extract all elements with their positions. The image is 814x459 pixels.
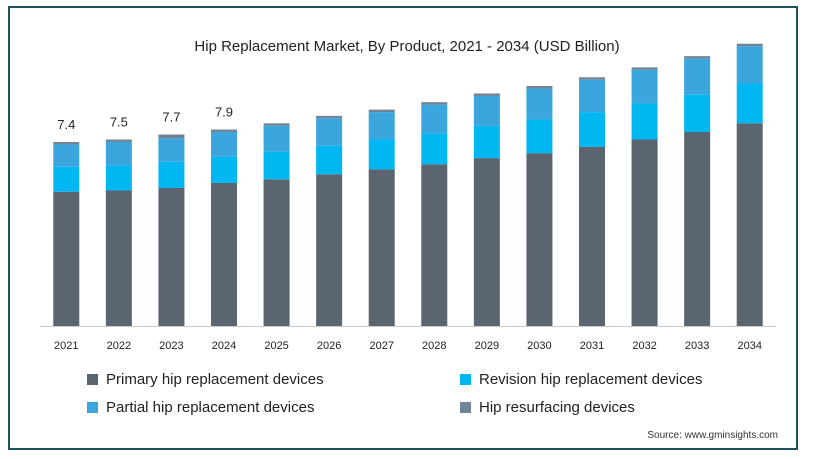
legend-swatch xyxy=(460,402,471,413)
bar-segment-3 xyxy=(579,77,605,80)
bar-segment-2 xyxy=(211,132,237,157)
bar-segment-2 xyxy=(105,141,132,166)
legend-label: Revision hip replacement devices xyxy=(479,371,703,388)
bar-segment-1 xyxy=(579,112,605,147)
legend-swatch xyxy=(87,402,98,413)
bar-segment-1 xyxy=(263,151,290,180)
legend-item-primary: Primary hip replacement devices xyxy=(87,371,324,388)
data-label: 7.9 xyxy=(215,105,233,120)
source-note: Source: www.gminsights.com xyxy=(647,430,778,441)
bar-segment-2 xyxy=(158,138,185,162)
bar-segment-3 xyxy=(211,129,237,133)
data-label: 7.5 xyxy=(110,114,128,129)
bar-segment-0 xyxy=(105,190,132,326)
bar-segment-0 xyxy=(211,183,237,326)
data-label: 7.4 xyxy=(57,117,75,132)
bar-segment-3 xyxy=(421,102,448,105)
bar-segment-0 xyxy=(53,191,80,326)
bar-segment-1 xyxy=(684,94,711,133)
bar-segment-3 xyxy=(473,93,500,96)
bar-segment-0 xyxy=(579,146,605,326)
bar-segment-3 xyxy=(368,109,395,113)
bar-segment-1 xyxy=(158,161,185,188)
legend-label: Primary hip replacement devices xyxy=(106,371,324,388)
x-tick-label: 2034 xyxy=(737,340,761,352)
bar-segment-0 xyxy=(421,164,448,326)
bar-segment-1 xyxy=(631,103,658,140)
bar-segment-1 xyxy=(53,166,80,192)
bar-segment-1 xyxy=(526,119,553,154)
bar-segment-2 xyxy=(684,58,711,95)
bar-segment-1 xyxy=(105,165,132,191)
bar-segment-2 xyxy=(473,95,500,126)
x-tick-label: 2023 xyxy=(159,340,183,352)
x-tick-label: 2032 xyxy=(632,340,656,352)
chart-frame xyxy=(8,6,798,450)
bar-segment-3 xyxy=(526,86,553,89)
bar-segment-3 xyxy=(53,141,80,145)
x-tick-label: 2028 xyxy=(422,340,446,352)
bar-segment-2 xyxy=(421,104,448,134)
bar-segment-2 xyxy=(736,46,763,84)
x-tick-label: 2026 xyxy=(317,340,341,352)
bar-segment-1 xyxy=(368,139,395,170)
legend-label: Partial hip replacement devices xyxy=(106,399,315,416)
bar-segment-3 xyxy=(316,115,343,119)
x-tick-label: 2021 xyxy=(54,340,78,352)
bar-segment-3 xyxy=(158,134,185,139)
bar-segment-1 xyxy=(211,156,237,183)
bar-segment-3 xyxy=(736,43,763,47)
bar-segment-2 xyxy=(316,118,343,146)
x-tick-label: 2025 xyxy=(264,340,288,352)
bar-segment-0 xyxy=(316,174,343,326)
x-tick-label: 2030 xyxy=(527,340,551,352)
x-tick-label: 2029 xyxy=(475,340,499,352)
x-tick-label: 2024 xyxy=(212,340,236,352)
bar-segment-3 xyxy=(263,123,290,126)
bar-segment-0 xyxy=(473,158,500,326)
x-tick-label: 2031 xyxy=(580,340,604,352)
bar-segment-0 xyxy=(736,123,763,326)
chart-title: Hip Replacement Market, By Product, 2021… xyxy=(194,38,620,55)
bar-segment-1 xyxy=(736,83,763,124)
legend-item-partial: Partial hip replacement devices xyxy=(87,399,314,416)
x-tick-label: 2033 xyxy=(685,340,709,352)
legend-label: Hip resurfacing devices xyxy=(479,399,635,416)
bar-segment-2 xyxy=(579,79,605,113)
x-tick-label: 2027 xyxy=(369,340,393,352)
bar-segment-0 xyxy=(684,132,711,326)
bar-segment-2 xyxy=(53,144,80,167)
legend-item-revision: Revision hip replacement devices xyxy=(460,371,702,388)
bar-segment-0 xyxy=(368,169,395,326)
bar-segment-0 xyxy=(526,153,553,326)
legend-swatch xyxy=(460,374,471,385)
bar-segment-0 xyxy=(631,139,658,326)
data-label: 7.7 xyxy=(162,110,180,125)
legend-swatch xyxy=(87,374,98,385)
bar-segment-1 xyxy=(421,133,448,165)
bar-segment-3 xyxy=(684,56,711,59)
x-tick-label: 2022 xyxy=(107,340,131,352)
bar-segment-0 xyxy=(158,187,185,326)
bar-segment-1 xyxy=(473,125,500,159)
bar-segment-2 xyxy=(631,69,658,104)
bar-segment-3 xyxy=(631,67,658,70)
bar-segment-2 xyxy=(263,125,290,152)
legend-item-resurfacing: Hip resurfacing devices xyxy=(460,399,635,416)
bar-segment-2 xyxy=(526,88,553,120)
bar-segment-1 xyxy=(316,145,343,175)
bar-segment-3 xyxy=(105,139,132,142)
bar-segment-2 xyxy=(368,112,395,140)
bar-segment-0 xyxy=(263,179,290,326)
